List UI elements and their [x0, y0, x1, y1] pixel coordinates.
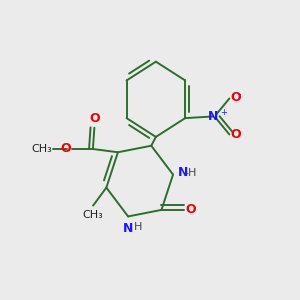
Text: H: H: [134, 222, 142, 232]
Text: N: N: [178, 167, 188, 179]
Text: O: O: [230, 91, 241, 104]
Text: -: -: [238, 89, 241, 100]
Text: O: O: [89, 112, 100, 125]
Text: N: N: [123, 222, 133, 235]
Text: -H: -H: [185, 168, 197, 178]
Text: O: O: [230, 128, 241, 141]
Text: CH₃: CH₃: [83, 209, 104, 220]
Text: O: O: [185, 203, 196, 216]
Text: +: +: [220, 108, 226, 117]
Text: N: N: [208, 110, 218, 123]
Text: O: O: [61, 142, 71, 155]
Text: CH₃: CH₃: [31, 144, 52, 154]
